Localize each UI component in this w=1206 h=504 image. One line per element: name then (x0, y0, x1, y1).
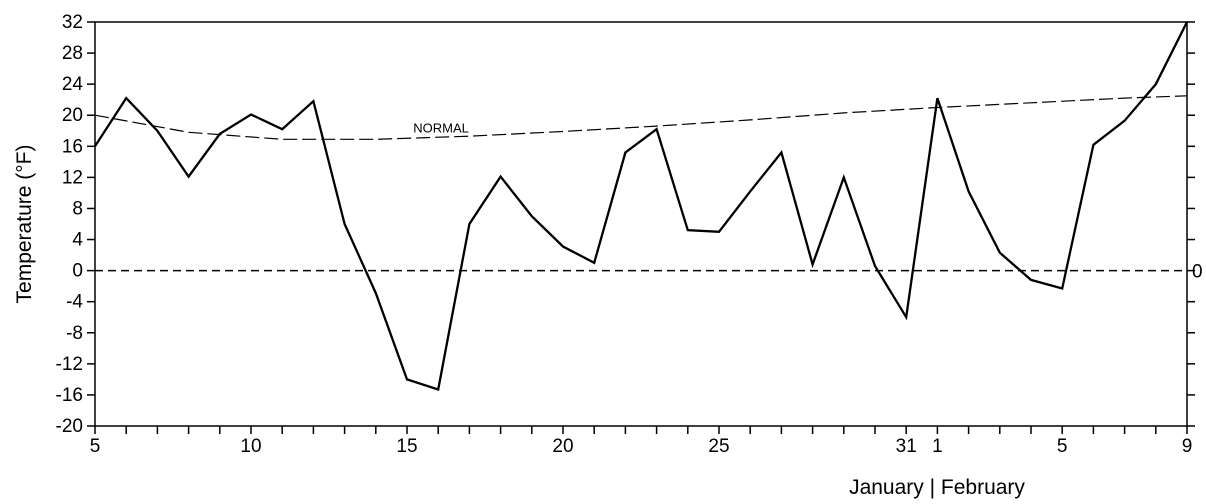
normal-series-label: NORMAL (413, 120, 469, 135)
x-tick-label: 9 (1182, 436, 1193, 457)
x-tick-label: 5 (1057, 436, 1068, 457)
x-tick-label: 15 (396, 436, 417, 457)
y-tick-label: -12 (56, 354, 83, 375)
x-axis-title: January | February (849, 476, 1025, 499)
x-tick-label: 25 (708, 436, 729, 457)
y-tick-label: -8 (66, 323, 83, 344)
y-tick-label: 0 (72, 261, 83, 282)
y-tick-label: -20 (56, 416, 83, 437)
plot-frame (94, 21, 1188, 427)
y-tick-label: 12 (62, 167, 83, 188)
normal-series-line (94, 95, 1188, 140)
y-axis-ticks: 32 28 24 20 16 12 8 4 0 -4 -8 -12 -16 -20 (56, 12, 1195, 437)
series-group (94, 21, 1189, 391)
y-tick-label: -16 (56, 385, 83, 406)
y-tick-label: 8 (72, 198, 83, 219)
y-tick-label: 4 (72, 230, 83, 251)
y-tick-label: 20 (62, 105, 83, 126)
x-tick-label: 20 (552, 436, 573, 457)
y-tick-label: 32 (62, 12, 83, 33)
y-tick-label: -4 (66, 292, 83, 313)
x-tick-label: 31 (896, 436, 917, 457)
y-axis-title: Temperature (°F) (13, 145, 36, 304)
right-axis-zero-label: 0 (1192, 262, 1203, 283)
y-tick-label: 28 (62, 43, 83, 64)
x-axis-ticks: 5 10 15 20 25 31 1 5 9 (90, 426, 1193, 457)
x-tick-label: 1 (932, 436, 943, 457)
y-tick-label: 16 (62, 136, 83, 157)
temperature-series-line (94, 21, 1189, 391)
x-tick-label: 10 (240, 436, 261, 457)
y-tick-label: 24 (62, 74, 84, 95)
x-tick-label: 5 (90, 436, 101, 457)
